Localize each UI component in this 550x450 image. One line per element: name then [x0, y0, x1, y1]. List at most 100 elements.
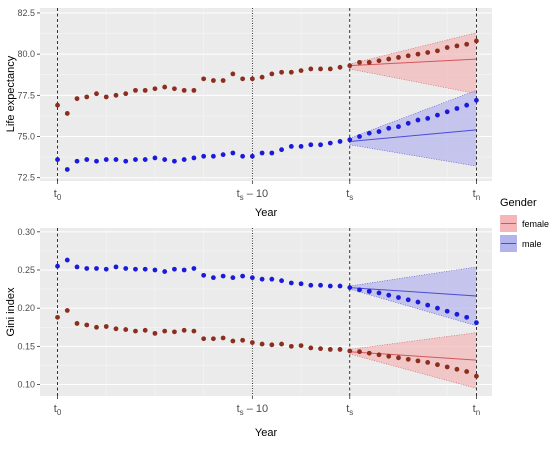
- data-point-female: [298, 68, 304, 74]
- data-point-male: [201, 272, 207, 278]
- data-point-male: [210, 153, 216, 159]
- data-point-female: [357, 59, 362, 65]
- data-point-male: [103, 157, 109, 162]
- data-point-female: [152, 86, 158, 92]
- data-point-female: [269, 71, 275, 77]
- x-tick-label-t0: t0: [54, 188, 62, 202]
- legend-title: Gender: [500, 197, 537, 209]
- data-point-male: [123, 158, 129, 164]
- data-point-female: [405, 356, 411, 362]
- forecast-bands: [349, 266, 477, 389]
- data-point-female: [347, 348, 353, 354]
- legend-label-male: male: [522, 239, 542, 249]
- gini-index-panel: 0.100.150.200.250.30 t0 ts – 10 ts tn Year …: [5, 227, 492, 439]
- data-point-female: [64, 308, 70, 313]
- data-point-male: [435, 112, 440, 118]
- x-axis-title: Year: [255, 207, 278, 219]
- data-point-male: [386, 292, 392, 298]
- data-point-female: [152, 330, 158, 336]
- data-point-female: [94, 91, 99, 97]
- data-point-female: [357, 349, 362, 355]
- data-point-female: [230, 71, 236, 77]
- data-point-female: [425, 360, 431, 365]
- trend-line-female: [349, 58, 477, 67]
- data-point-male: [415, 117, 421, 123]
- data-point-female: [210, 336, 216, 342]
- data-point-female: [162, 328, 168, 334]
- y-tick-label: 0.30: [17, 227, 35, 237]
- data-point-female: [74, 321, 80, 326]
- data-point-female: [318, 66, 323, 72]
- data-point-male: [74, 158, 80, 164]
- data-point-female: [444, 45, 450, 50]
- data-point-female: [113, 326, 119, 332]
- data-point-female: [103, 324, 109, 329]
- forecast-band-female: [349, 32, 477, 94]
- data-point-male: [444, 308, 450, 314]
- data-point-female: [318, 346, 323, 352]
- data-point-male: [162, 157, 168, 162]
- data-point-male: [347, 285, 353, 290]
- data-point-female: [415, 51, 421, 57]
- data-point-female: [454, 43, 460, 49]
- data-point-male: [464, 314, 470, 320]
- data-point-male: [240, 153, 246, 159]
- data-point-female: [376, 352, 382, 358]
- data-point-female: [415, 358, 421, 364]
- data-point-male: [405, 297, 411, 303]
- data-point-male: [454, 106, 460, 111]
- data-point-male: [152, 267, 158, 273]
- data-point-female: [201, 336, 207, 342]
- data-point-male: [220, 273, 226, 279]
- band-lower-edge-female: [349, 68, 477, 94]
- data-point-female: [337, 347, 343, 352]
- data-point-male: [425, 302, 431, 308]
- band-lower-edge-male: [349, 288, 477, 327]
- data-point-female: [133, 328, 138, 334]
- data-points: [55, 257, 479, 379]
- data-point-female: [366, 350, 372, 356]
- y-tick-label: 0.25: [17, 265, 35, 275]
- data-point-female: [220, 335, 226, 341]
- data-point-male: [425, 115, 431, 121]
- data-point-male: [249, 275, 255, 281]
- x-axis-title: Year: [255, 427, 278, 439]
- data-point-female: [230, 338, 236, 344]
- data-point-female: [181, 327, 187, 333]
- trend-lines: [349, 58, 477, 142]
- band-lower-edge-female: [349, 353, 477, 389]
- data-point-male: [298, 144, 304, 149]
- data-point-male: [308, 282, 314, 288]
- data-point-male: [84, 266, 90, 271]
- data-point-male: [64, 167, 70, 172]
- trend-line-male: [349, 287, 477, 297]
- data-point-female: [55, 102, 60, 108]
- data-point-male: [113, 157, 119, 162]
- data-point-female: [347, 63, 353, 69]
- data-point-female: [308, 345, 314, 351]
- legend: Gender female male: [500, 197, 549, 252]
- y-axis-title: Life expectancy: [5, 55, 17, 132]
- data-point-male: [337, 139, 343, 144]
- data-point-male: [162, 269, 168, 274]
- data-point-female: [308, 66, 314, 72]
- data-point-male: [308, 142, 314, 148]
- life-expectancy-panel: 72.575.077.580.082.5 t0 ts – 10 ts tn Year …: [5, 8, 492, 219]
- data-point-female: [259, 74, 265, 80]
- data-point-male: [181, 157, 187, 162]
- data-point-male: [357, 134, 362, 139]
- data-point-male: [133, 157, 138, 162]
- data-point-male: [337, 283, 343, 289]
- y-tick-label: 82.5: [17, 8, 35, 18]
- data-point-male: [366, 288, 372, 294]
- data-point-female: [142, 87, 148, 93]
- x-tick-label-ts: ts: [346, 403, 353, 417]
- data-point-male: [327, 140, 333, 146]
- data-point-male: [249, 153, 255, 159]
- data-point-female: [191, 87, 197, 93]
- x-tick-label-tn: tn: [473, 188, 481, 202]
- forecast-band-male: [349, 90, 477, 167]
- time-marker-lines: [57, 228, 477, 396]
- data-point-male: [279, 278, 284, 284]
